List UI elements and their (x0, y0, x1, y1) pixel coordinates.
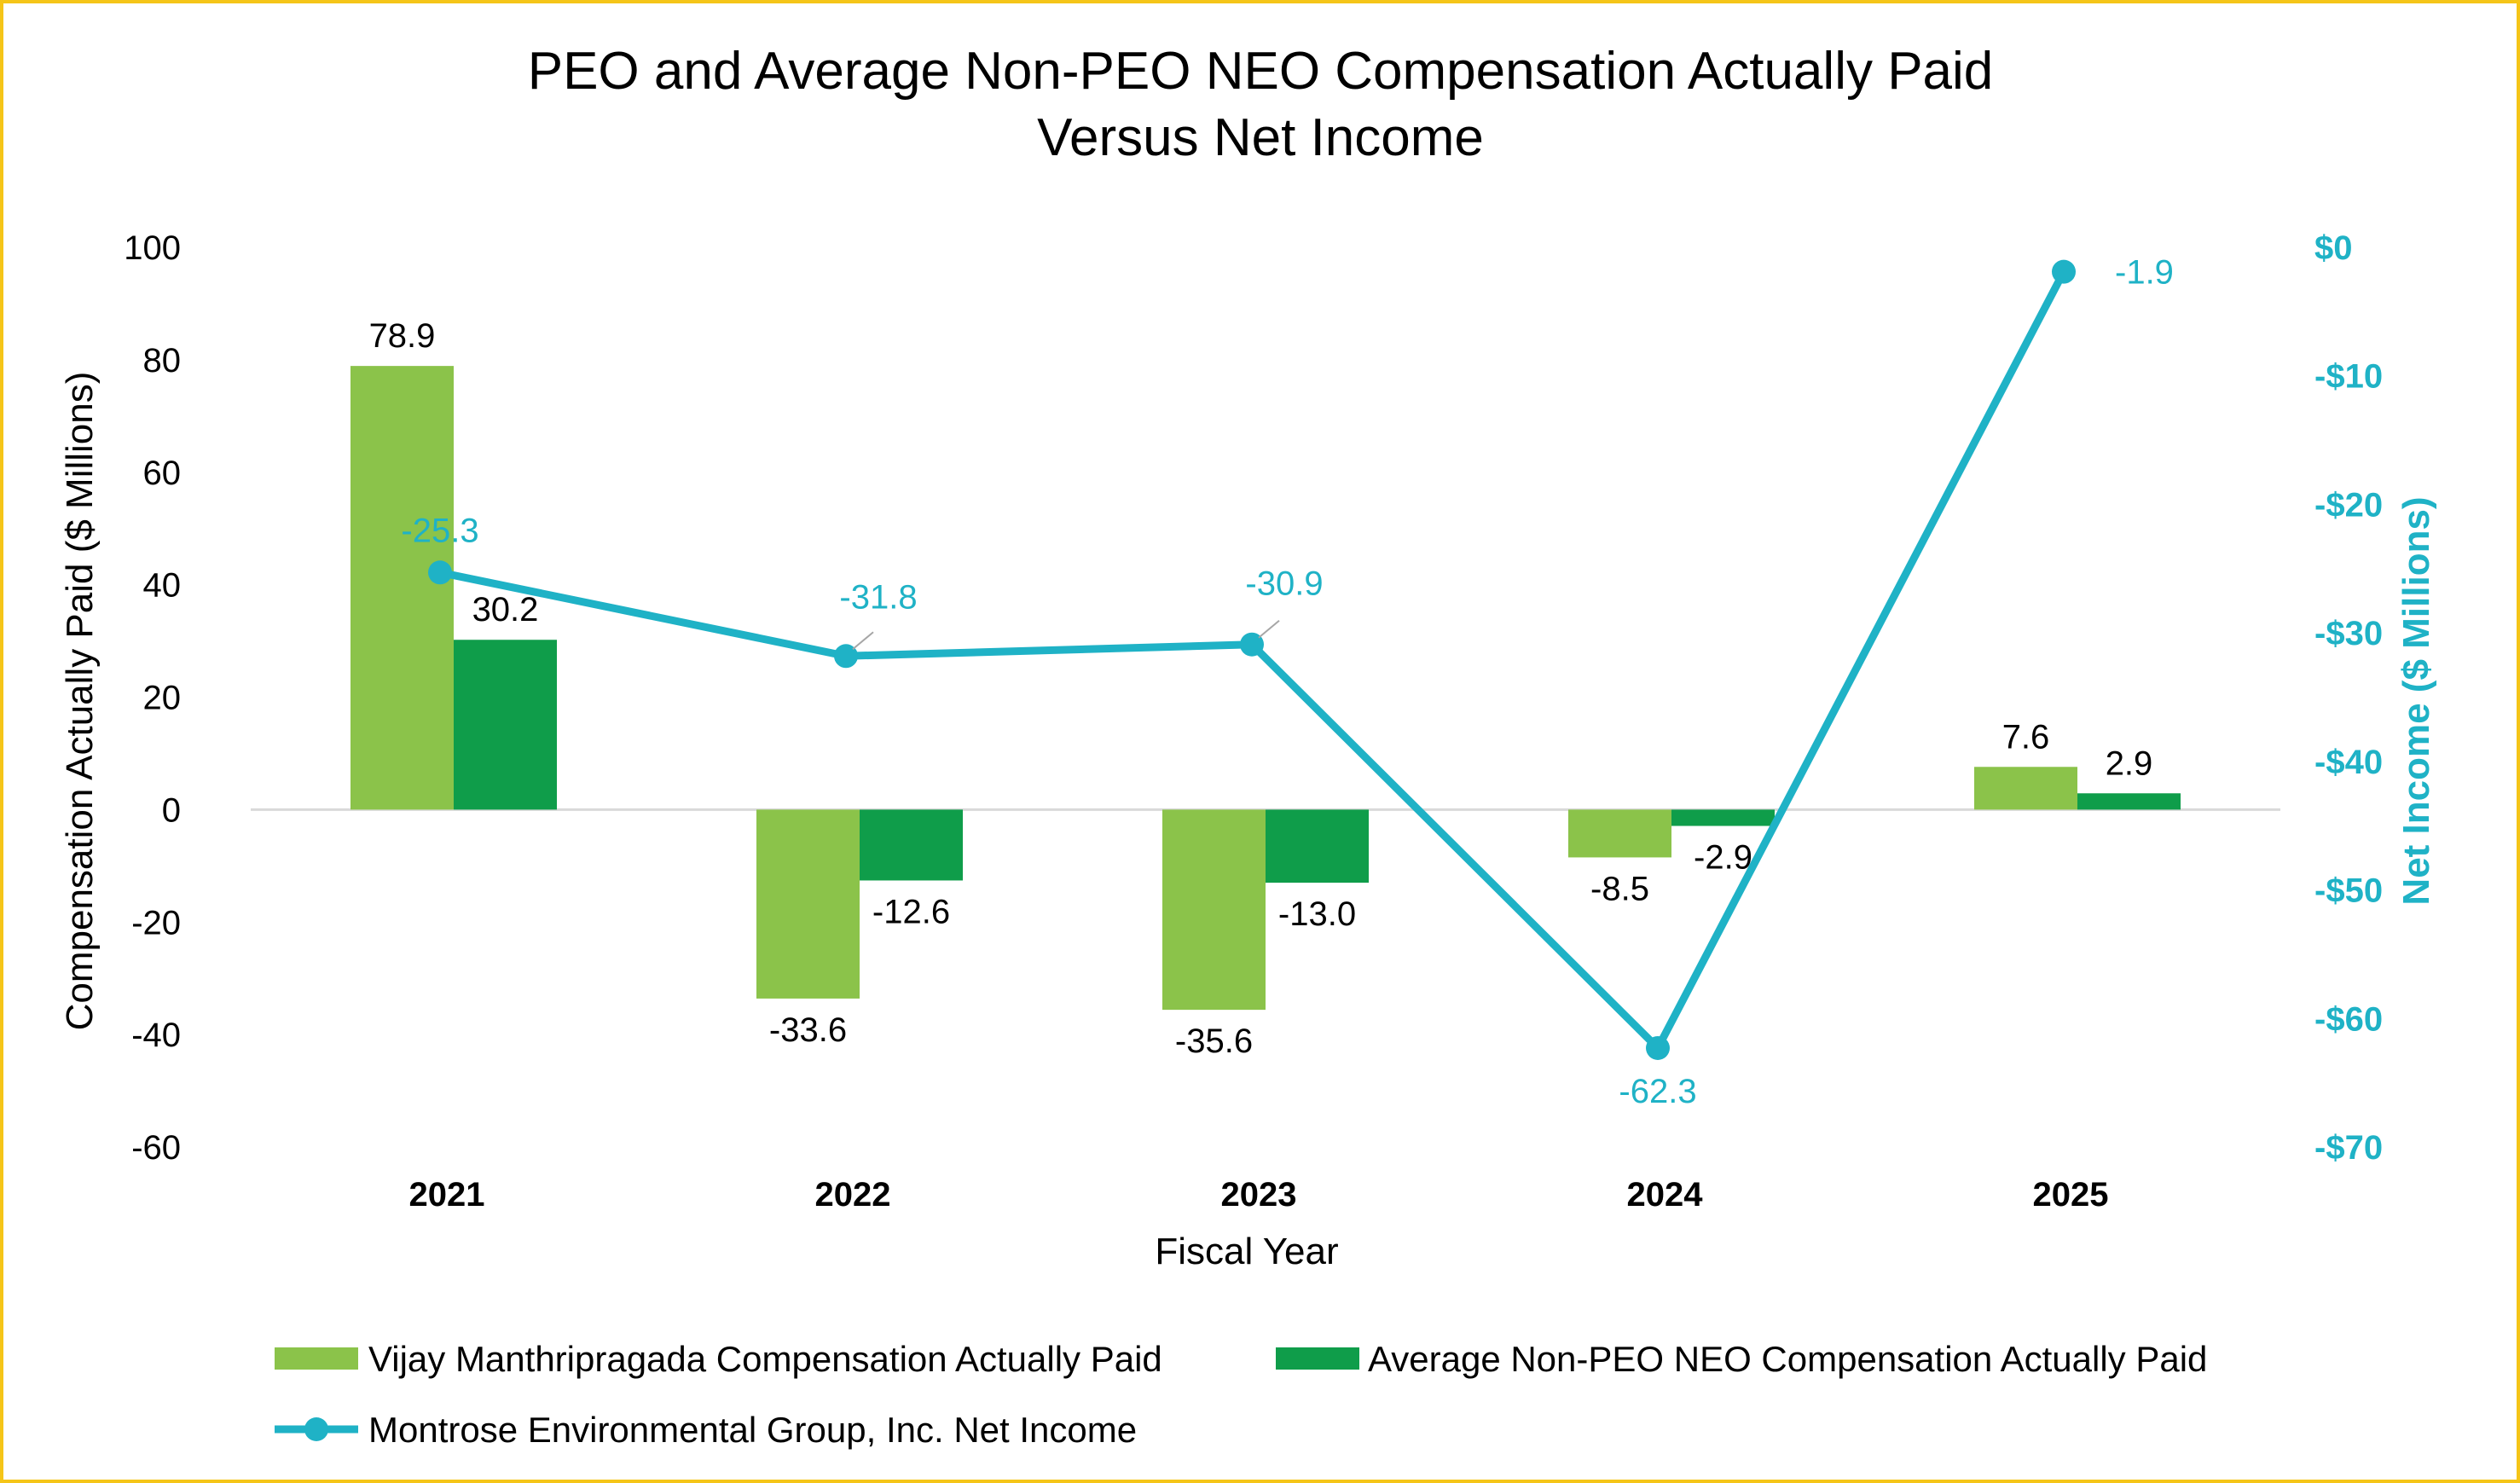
legend: Vijay Manthripragada Compensation Actual… (275, 1339, 2207, 1450)
chart-title-line-2: Versus Net Income (1037, 108, 1484, 167)
y2-tick-label: -$30 (2314, 615, 2383, 652)
y-tick-label: 20 (143, 680, 182, 717)
x-tick-label: 2024 (1627, 1176, 1704, 1214)
bar-peo-2023 (1162, 809, 1266, 1011)
bar-data-label: 7.6 (2002, 718, 2050, 756)
x-tick-label: 2025 (2033, 1176, 2109, 1214)
net-income-point-2021 (428, 560, 452, 585)
left-axis-ticks: 100 80 60 40 20 0 -20 -40 -60 (124, 229, 181, 1167)
y-tick-label: -20 (131, 904, 181, 941)
legend-swatch-net-income-marker (304, 1417, 328, 1441)
legend-label-non-peo: Average Non-PEO NEO Compensation Actuall… (1368, 1339, 2207, 1379)
y-tick-label: 100 (124, 229, 181, 267)
bar-non-peo-2021 (454, 640, 557, 810)
net-income-point-2023 (1240, 632, 1264, 657)
x-axis-category-labels: 2021 2022 2023 2024 2025 (409, 1176, 2109, 1214)
legend-label-net-income: Montrose Environmental Group, Inc. Net I… (368, 1410, 1137, 1450)
y2-tick-label: -$20 (2314, 486, 2383, 524)
x-tick-label: 2021 (409, 1176, 485, 1214)
legend-label-peo: Vijay Manthripragada Compensation Actual… (368, 1339, 1162, 1379)
y-tick-label: -60 (131, 1129, 181, 1167)
y-axis-title-left: Compensation Actually Paid ($ Millions) (59, 372, 101, 1031)
bar-data-label: 78.9 (369, 317, 436, 355)
bar-peo-2021 (350, 366, 454, 810)
chart: PEO and Average Non-PEO NEO Compensation… (59, 42, 2437, 1450)
y2-tick-label: -$10 (2314, 358, 2383, 396)
y2-tick-label: -$40 (2314, 744, 2383, 781)
net-income-data-label: -25.3 (401, 512, 478, 549)
net-income-line-series: -25.3 -31.8 -30.9 -62.3 -1.9 (401, 254, 2174, 1110)
y2-tick-label: $0 (2314, 229, 2353, 267)
chart-title-line-1: PEO and Average Non-PEO NEO Compensation… (528, 42, 1994, 101)
legend-swatch-peo (275, 1347, 358, 1370)
net-income-data-label: -30.9 (1245, 565, 1323, 603)
y2-tick-label: -$70 (2314, 1129, 2383, 1167)
bar-peo-2022 (756, 809, 860, 999)
bar-peo-2024 (1568, 809, 1671, 858)
right-axis-ticks: $0 -$10 -$20 -$30 -$40 -$50 -$60 -$70 (2314, 229, 2383, 1167)
bar-peo-2025 (1974, 767, 2077, 810)
bar-non-peo-2025 (2077, 793, 2181, 810)
y-tick-label: -40 (131, 1017, 181, 1054)
leader-line (852, 631, 874, 651)
bar-data-label: 30.2 (472, 591, 539, 629)
net-income-point-2022 (834, 644, 858, 669)
net-income-point-2024 (1646, 1035, 1670, 1060)
y-tick-label: 80 (143, 342, 182, 379)
net-income-data-label: -1.9 (2115, 254, 2174, 292)
x-axis-title: Fiscal Year (1155, 1231, 1338, 1272)
bar-data-label: 2.9 (2106, 744, 2153, 782)
bar-non-peo-2024 (1671, 809, 1775, 826)
bar-non-peo-2023 (1266, 809, 1369, 883)
bar-data-label: -33.6 (769, 1011, 847, 1049)
legend-swatch-non-peo (1276, 1347, 1359, 1370)
bar-series (350, 366, 2181, 1011)
net-income-data-label: -62.3 (1619, 1073, 1696, 1110)
net-income-data-label: -31.8 (839, 578, 917, 616)
y-axis-title-right: Net Income ($ Millions) (2395, 496, 2437, 905)
bar-non-peo-2022 (860, 809, 963, 881)
x-tick-label: 2023 (1221, 1176, 1297, 1214)
bar-data-label: -2.9 (1694, 838, 1752, 876)
bar-data-labels: 78.9 -33.6 -35.6 -8.5 7.6 30.2 -12.6 -13.0 -2.9 2… (369, 317, 2153, 1060)
bar-data-label: -35.6 (1175, 1022, 1253, 1060)
x-tick-label: 2022 (815, 1176, 891, 1214)
y-tick-label: 40 (143, 567, 182, 605)
y-tick-label: 60 (143, 455, 182, 492)
y2-tick-label: -$60 (2314, 1000, 2383, 1038)
net-income-point-2025 (2052, 259, 2076, 284)
bar-data-label: -12.6 (872, 893, 950, 930)
bar-data-label: -13.0 (1278, 895, 1356, 933)
y-tick-label: 0 (162, 791, 181, 829)
bar-data-label: -8.5 (1590, 870, 1649, 907)
leader-line (1258, 619, 1280, 639)
y2-tick-label: -$50 (2314, 872, 2383, 910)
